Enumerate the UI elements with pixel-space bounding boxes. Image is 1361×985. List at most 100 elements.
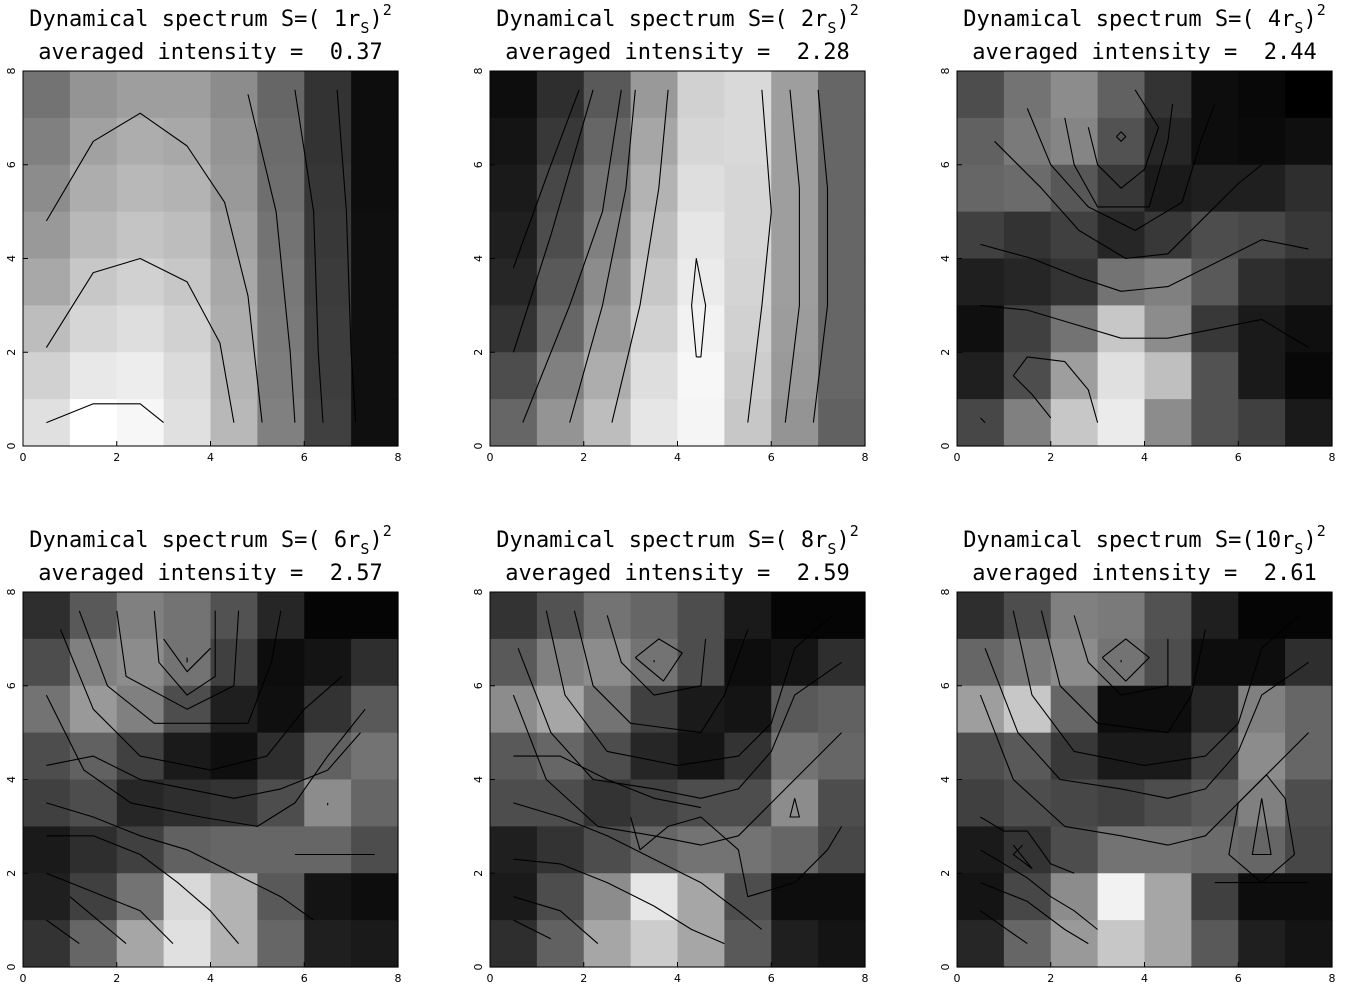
heatmap-cell — [351, 873, 399, 921]
heatmap-cell — [1191, 873, 1239, 921]
heatmap-cell — [818, 826, 866, 874]
contour-line — [606, 615, 707, 696]
y-tick-label: 6 — [472, 682, 485, 689]
heatmap-cell — [818, 399, 866, 447]
heatmap-cell — [1238, 685, 1286, 734]
heatmap-cell — [1144, 779, 1192, 827]
x-tick-label: 4 — [1141, 972, 1148, 985]
heatmap-cell — [818, 638, 866, 687]
heatmap-cell — [771, 779, 819, 827]
heatmap-cell — [677, 779, 725, 827]
subtitle-gap — [303, 40, 330, 65]
heatmap-cell — [957, 305, 1005, 353]
heatmap-cell — [1238, 399, 1286, 447]
heatmap-cell — [351, 211, 399, 260]
heatmap-cell — [304, 305, 352, 353]
heatmap-cell — [23, 352, 71, 400]
subtitle-gap — [770, 40, 797, 65]
heatmap-cell — [771, 685, 819, 734]
heatmap-cell — [1144, 685, 1192, 734]
y-tick-label: 0 — [939, 443, 952, 450]
heatmap-cell — [630, 592, 679, 640]
heatmap-cell — [1003, 732, 1052, 781]
contour-line — [1251, 798, 1272, 856]
contour-line — [513, 755, 702, 809]
chart-title: Dynamical spectrum S=( 4rS)2 — [963, 1, 1325, 37]
heatmap-cell — [536, 685, 585, 734]
heatmap-cell — [1285, 873, 1333, 921]
heatmap-cell — [1003, 920, 1052, 968]
heatmap-cell — [1191, 826, 1239, 874]
heatmap-cell — [116, 920, 165, 968]
title-r-symbol: r — [347, 528, 360, 553]
heatmap-cell — [210, 873, 258, 921]
y-tick-label: 2 — [5, 870, 18, 877]
heatmap-cell — [1003, 592, 1052, 640]
heatmap-cell — [677, 352, 725, 400]
title-r-symbol: r — [1281, 528, 1294, 553]
contour-line — [247, 94, 296, 423]
heatmap-cell — [1097, 873, 1146, 921]
x-tick-label: 8 — [1329, 451, 1336, 464]
heatmap-cell — [583, 779, 632, 827]
heatmap-cell — [1238, 920, 1286, 968]
heatmap-cell — [1097, 399, 1146, 447]
title-superscript: 2 — [1317, 1, 1326, 19]
heatmap-cell — [957, 873, 1005, 921]
heatmap-cell — [304, 258, 352, 306]
heatmap-cell — [677, 117, 725, 166]
title-prefix: Dynamical spectrum S=( — [29, 7, 320, 32]
heatmap-cell — [1238, 352, 1286, 400]
heatmap-cell — [583, 826, 632, 874]
heatmap-cell — [490, 685, 538, 734]
heatmap-cell — [490, 305, 538, 353]
title-superscript: 2 — [850, 522, 859, 540]
heatmap-cell — [1285, 305, 1333, 353]
chart-subtitle: averaged intensity = 0.37 — [38, 40, 382, 65]
heatmap-cell — [818, 920, 866, 968]
heatmap-cell — [1285, 732, 1333, 781]
heatmap-cell — [630, 826, 679, 874]
x-tick-label: 2 — [113, 451, 120, 464]
contour-line — [513, 896, 599, 945]
contour-line — [979, 694, 1309, 846]
heatmap-cell — [1097, 592, 1146, 640]
heatmap-cell — [1003, 399, 1052, 447]
heatmap-cell — [69, 638, 118, 687]
title-r-symbol: r — [1281, 7, 1294, 32]
contour-line — [46, 732, 361, 799]
heatmap-cell — [69, 826, 118, 874]
contour-line — [980, 882, 1089, 945]
heatmap-cell — [490, 71, 538, 119]
heatmap-cell — [1097, 305, 1146, 353]
heatmap-cell — [257, 211, 305, 260]
heatmap-cell — [1191, 732, 1239, 781]
contour-line — [46, 919, 80, 945]
heatmap-cell — [677, 399, 725, 447]
heatmap-cell — [677, 732, 725, 781]
contour-line — [545, 610, 833, 766]
heatmap-cell — [583, 732, 632, 781]
heatmap-cell — [957, 117, 1005, 166]
heatmap-cell — [23, 117, 71, 166]
heatmap-cell — [163, 164, 212, 213]
x-tick-label: 6 — [768, 451, 775, 464]
heatmap-cell — [490, 117, 538, 166]
heatmap-cell — [116, 71, 165, 119]
heatmap-cell — [351, 592, 399, 640]
heatmap-cell — [957, 732, 1005, 781]
heatmap-cell — [1191, 71, 1239, 119]
heatmap-cell — [583, 685, 632, 734]
x-tick-label: 4 — [207, 451, 214, 464]
contour-line — [1228, 774, 1296, 884]
heatmap-cell — [351, 826, 399, 874]
heatmap-cell — [490, 920, 538, 968]
heatmap-cell — [630, 873, 679, 921]
heatmap-cell — [1050, 920, 1099, 968]
heatmap-cell — [677, 164, 725, 213]
heatmap-cell — [957, 399, 1005, 447]
heatmap-cell — [304, 638, 352, 687]
heatmap-cell — [677, 211, 725, 260]
heatmap-cell — [724, 638, 772, 687]
contour-line — [46, 872, 174, 944]
